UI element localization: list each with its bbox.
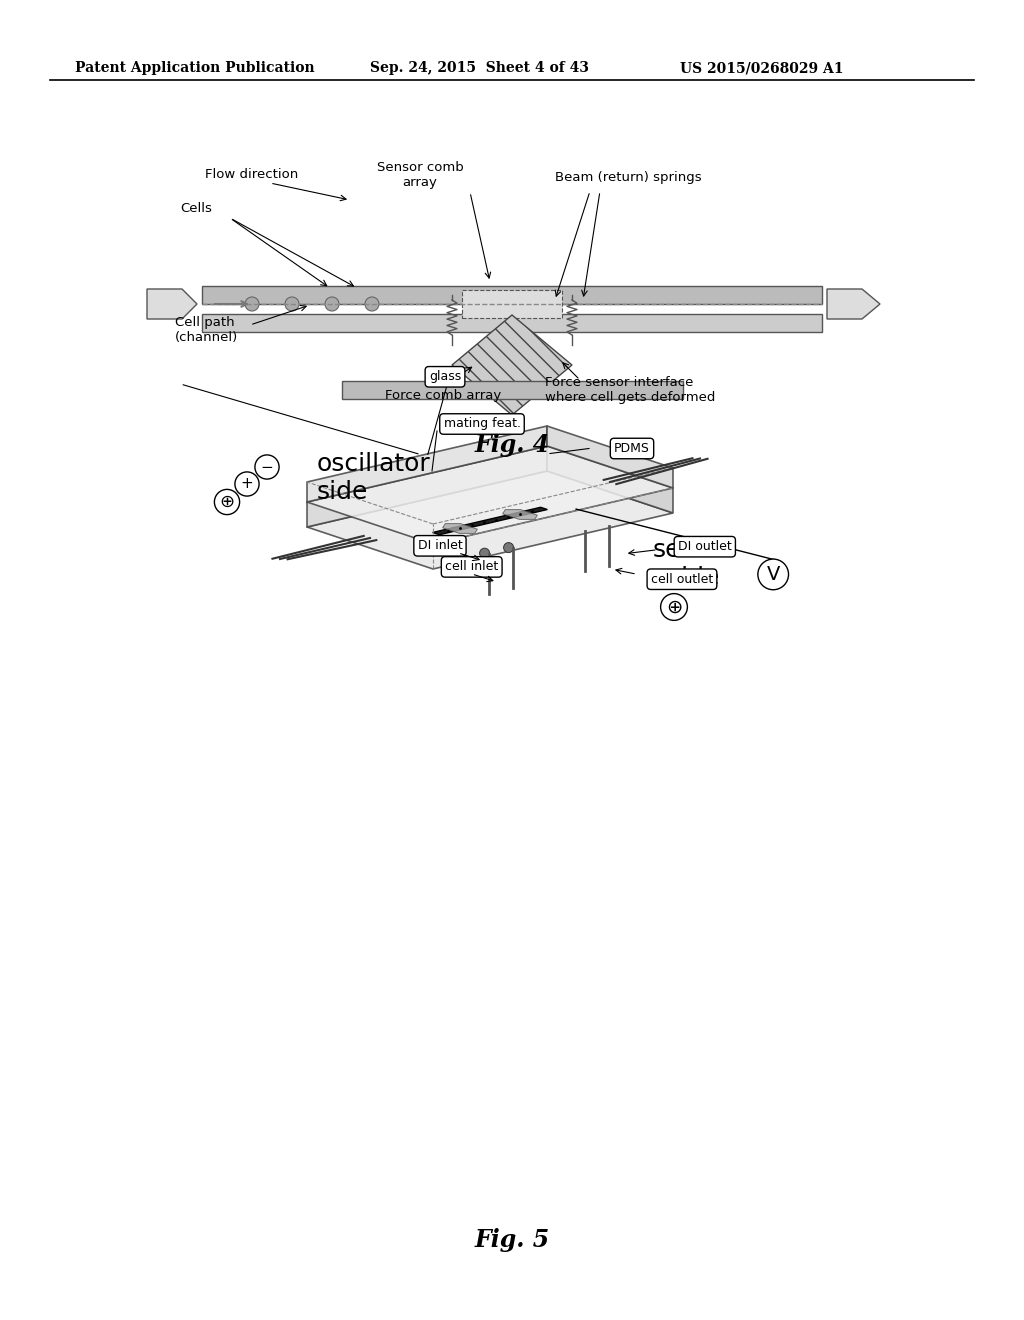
Text: Force sensor interface
where cell gets deformed: Force sensor interface where cell gets d… [545, 376, 716, 404]
Polygon shape [503, 510, 538, 519]
FancyBboxPatch shape [462, 290, 562, 318]
Text: Cell path
(channel): Cell path (channel) [175, 315, 239, 345]
Text: −: − [261, 459, 273, 474]
Text: DI inlet: DI inlet [418, 540, 462, 552]
Circle shape [479, 548, 489, 558]
Text: V: V [767, 565, 780, 583]
Circle shape [325, 297, 339, 312]
Polygon shape [452, 315, 572, 414]
Text: ⊕: ⊕ [219, 492, 234, 511]
Text: Patent Application Publication: Patent Application Publication [75, 61, 314, 75]
Polygon shape [547, 426, 673, 488]
Text: Fig. 4: Fig. 4 [474, 433, 550, 457]
Text: ⊕: ⊕ [666, 598, 682, 616]
Text: cell outlet: cell outlet [651, 573, 713, 586]
Text: Sep. 24, 2015  Sheet 4 of 43: Sep. 24, 2015 Sheet 4 of 43 [370, 61, 589, 75]
Circle shape [285, 297, 299, 312]
Text: mating feat.: mating feat. [443, 417, 520, 430]
Text: DI outlet: DI outlet [678, 540, 732, 553]
Text: Force comb array: Force comb array [385, 388, 502, 401]
Text: +: + [241, 477, 253, 491]
Polygon shape [307, 446, 547, 527]
Polygon shape [547, 446, 673, 513]
Circle shape [365, 297, 379, 312]
Text: Cells: Cells [180, 202, 212, 214]
Text: glass: glass [429, 371, 461, 383]
Text: Beam (return) springs: Beam (return) springs [555, 172, 701, 185]
Text: oscillator
side: oscillator side [317, 451, 431, 504]
Polygon shape [147, 289, 197, 319]
Text: Fig. 5: Fig. 5 [474, 1228, 550, 1251]
Text: US 2015/0268029 A1: US 2015/0268029 A1 [680, 61, 844, 75]
FancyBboxPatch shape [202, 314, 822, 333]
Polygon shape [307, 426, 547, 502]
Polygon shape [432, 507, 548, 535]
Text: sensor
side: sensor side [652, 539, 735, 590]
Text: Sensor comb
array: Sensor comb array [377, 161, 464, 189]
Polygon shape [442, 524, 477, 533]
FancyBboxPatch shape [341, 381, 683, 399]
Polygon shape [307, 471, 673, 569]
Text: cell inlet: cell inlet [445, 561, 499, 573]
Text: Flow direction: Flow direction [205, 169, 298, 181]
Text: PDMS: PDMS [614, 442, 650, 455]
Circle shape [504, 543, 514, 553]
Circle shape [245, 297, 259, 312]
FancyBboxPatch shape [202, 286, 822, 304]
Polygon shape [307, 446, 673, 544]
Polygon shape [827, 289, 880, 319]
